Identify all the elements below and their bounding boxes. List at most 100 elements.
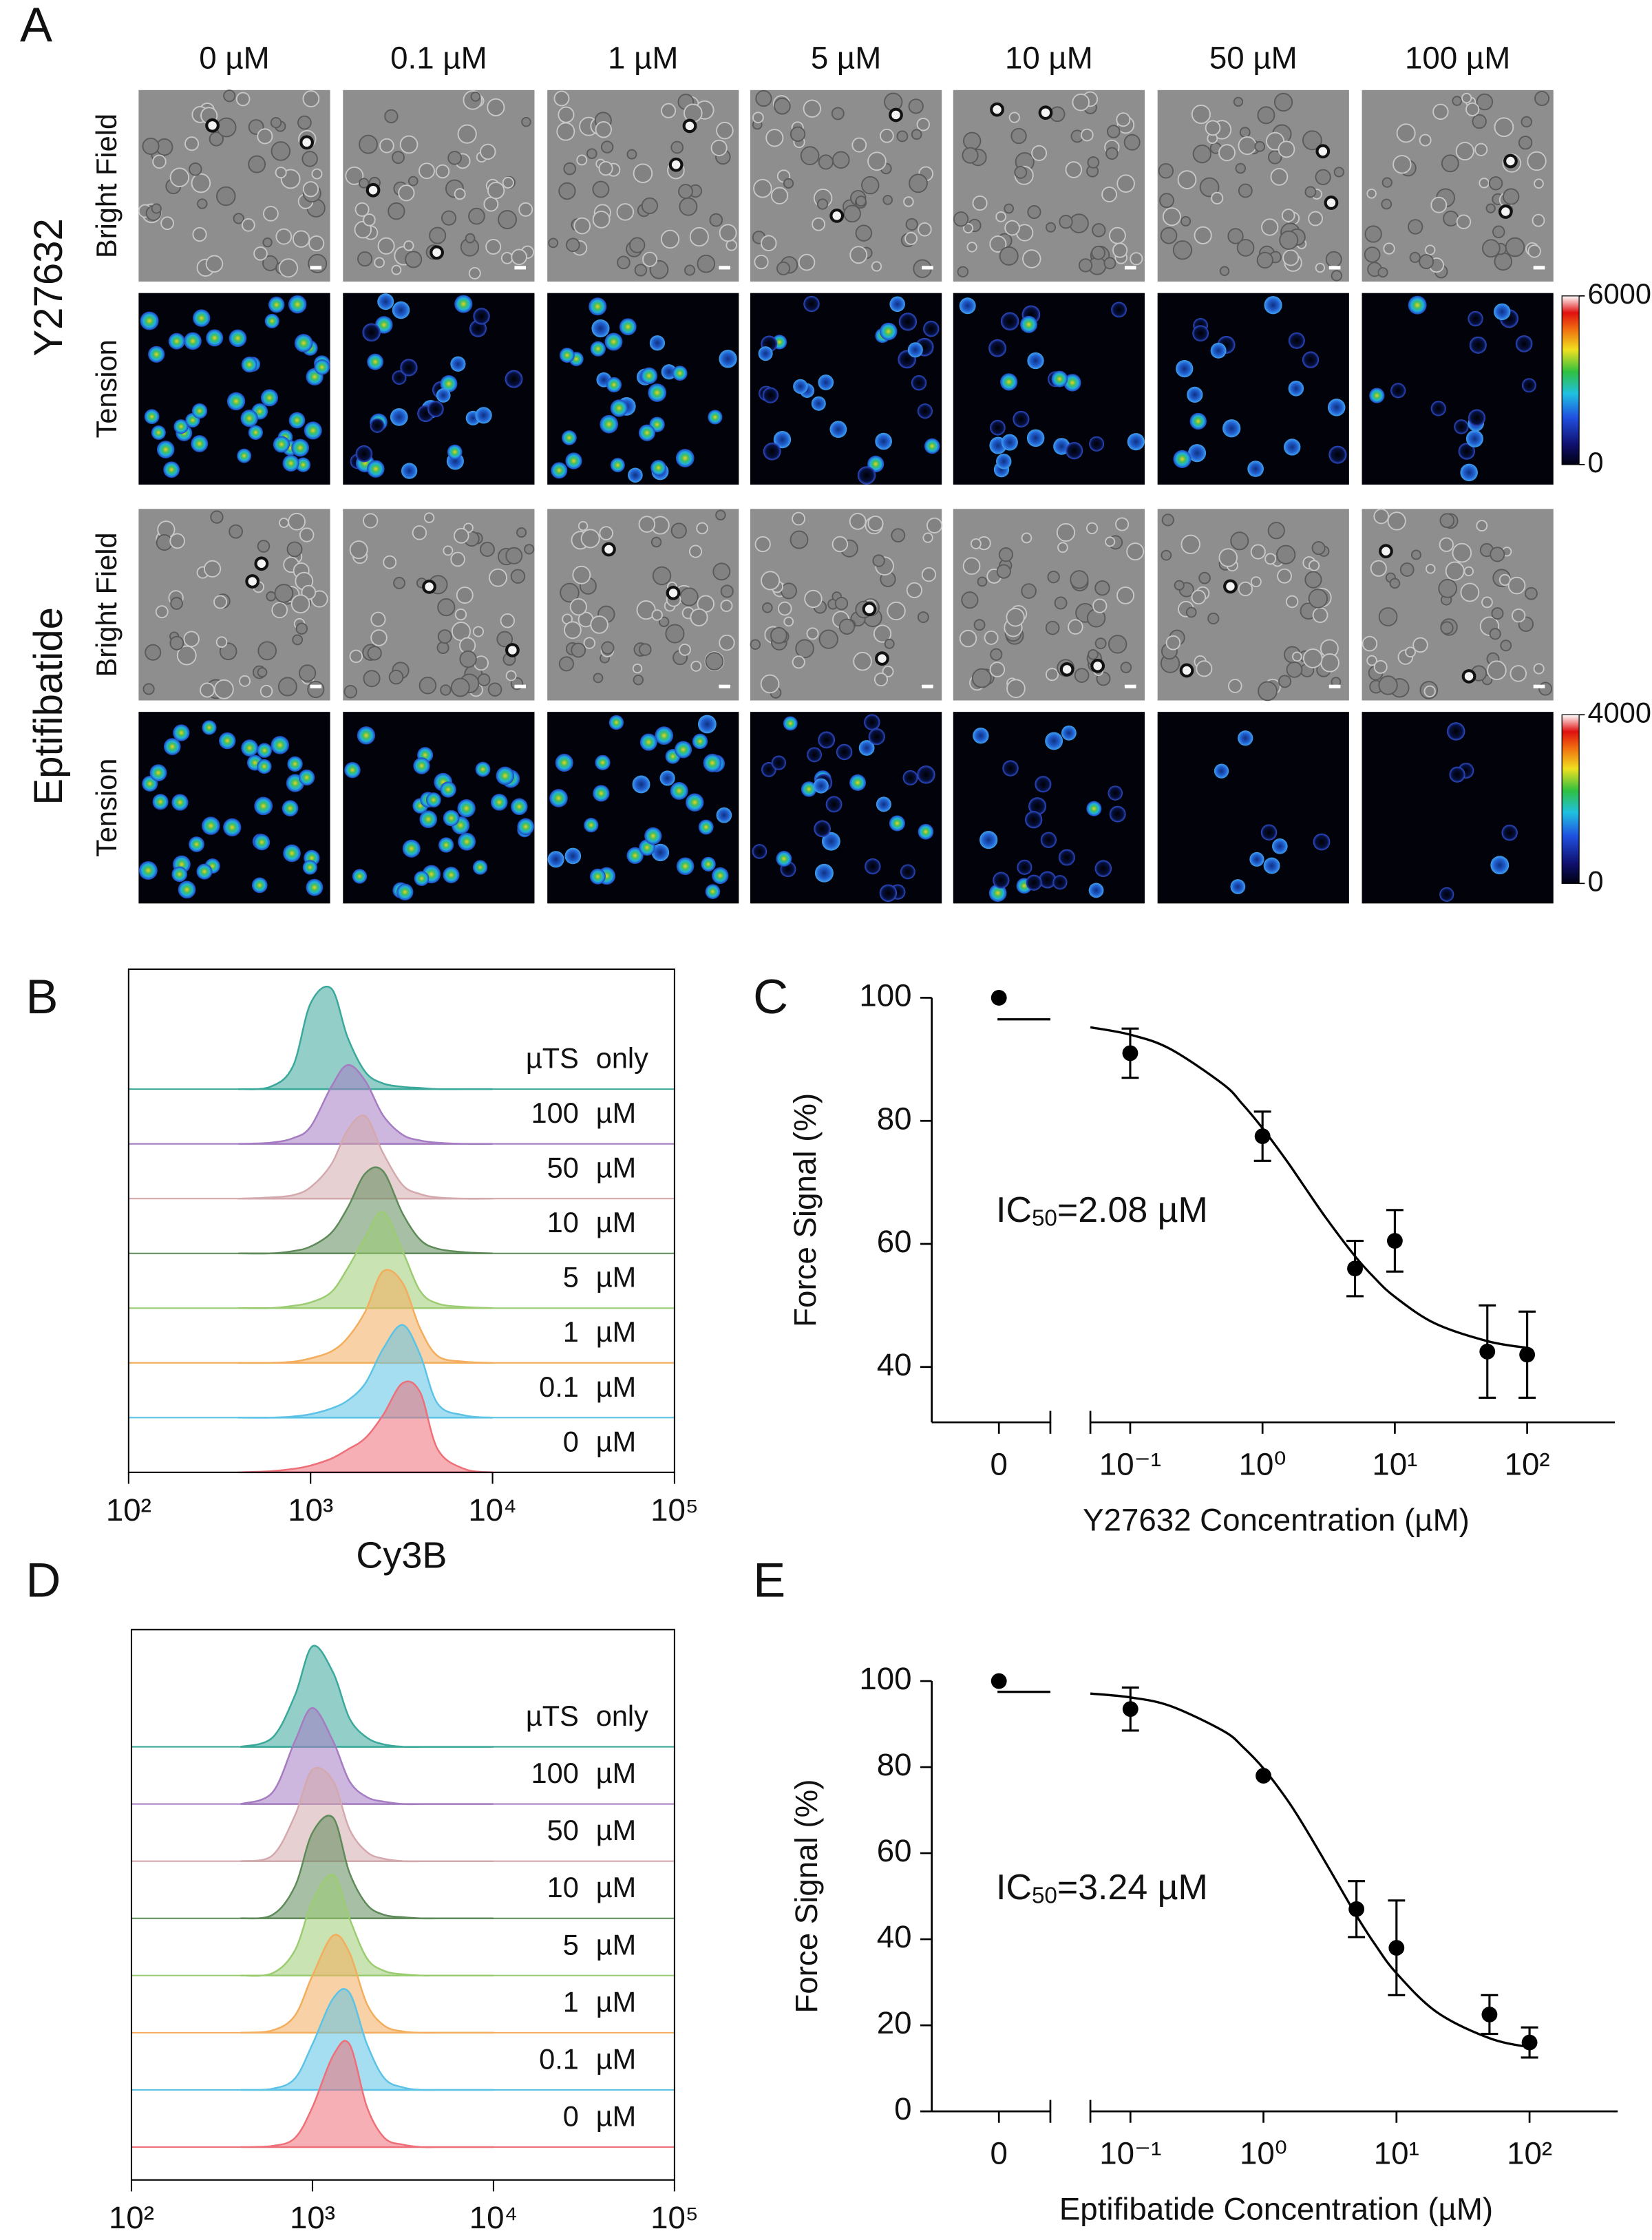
- cell-tension: [1111, 302, 1127, 318]
- cell: [1494, 252, 1513, 271]
- cell-tension: [655, 726, 674, 745]
- cell-tension: [1027, 352, 1044, 370]
- cell-tension: [1001, 434, 1018, 451]
- cell-tension: [829, 421, 847, 439]
- cell-tension: [288, 295, 307, 314]
- cell: [1461, 92, 1472, 104]
- cell: [908, 98, 924, 114]
- cell: [1490, 547, 1505, 562]
- cell-tension: [698, 715, 717, 734]
- cell: [1068, 619, 1083, 635]
- cell: [843, 204, 861, 223]
- channel-label: Bright Field: [90, 532, 123, 677]
- cell: [580, 529, 600, 549]
- cell: [262, 255, 279, 271]
- bright-cell: [245, 574, 260, 589]
- cell-tension: [264, 313, 279, 329]
- cell: [1054, 596, 1068, 610]
- cell: [806, 627, 819, 640]
- cell: [1474, 142, 1488, 156]
- cell: [659, 616, 670, 627]
- cell: [257, 128, 273, 145]
- micrograph-tension: [953, 712, 1145, 904]
- cell: [720, 584, 734, 598]
- cell: [1161, 514, 1174, 527]
- cell: [633, 674, 644, 686]
- cell: [1116, 112, 1131, 127]
- cell-tension: [237, 448, 252, 463]
- colorbar-tick-label: 6000: [1588, 277, 1651, 310]
- cell-tension: [1468, 310, 1483, 327]
- cell: [183, 631, 200, 648]
- cell: [500, 613, 515, 628]
- cell-tension: [686, 793, 704, 812]
- cell: [1364, 225, 1382, 243]
- cell: [1196, 660, 1213, 677]
- cell-tension: [491, 794, 508, 811]
- cell: [995, 211, 1007, 222]
- cell: [926, 517, 943, 533]
- cell: [1065, 161, 1083, 178]
- cell-tension: [171, 866, 188, 883]
- cell: [233, 213, 244, 224]
- x-tick-label: 0: [991, 1447, 1008, 1482]
- cell: [715, 509, 726, 520]
- cell: [1285, 595, 1299, 609]
- cell: [398, 184, 415, 202]
- cell: [242, 218, 255, 232]
- cell: [1027, 204, 1041, 220]
- cell-tension: [651, 843, 670, 862]
- ridge-label: 5: [563, 1928, 579, 1961]
- cell-tension: [457, 799, 476, 818]
- cell: [142, 137, 160, 155]
- cell: [197, 198, 208, 209]
- cell: [665, 624, 685, 644]
- bright-cell: [1090, 658, 1105, 673]
- cell-tension: [288, 412, 306, 429]
- cell-tension: [712, 867, 729, 885]
- cell: [903, 196, 914, 207]
- cell: [752, 112, 764, 124]
- cell: [804, 589, 823, 609]
- cell: [1160, 226, 1178, 244]
- cell: [403, 240, 414, 251]
- panel-letter: B: [25, 969, 58, 1024]
- micrograph-tension: [547, 293, 739, 485]
- cell-tension: [1035, 776, 1052, 793]
- cell: [437, 629, 452, 644]
- cell: [984, 630, 999, 645]
- cell: [755, 89, 772, 107]
- cell-tension: [825, 796, 843, 813]
- cell-tension: [173, 724, 190, 741]
- bright-cell: [1179, 663, 1194, 678]
- cell-tension: [865, 858, 881, 875]
- cell: [419, 677, 437, 695]
- cell: [388, 202, 405, 220]
- ridge-unit: µM: [596, 1928, 637, 1961]
- cell-tension: [773, 430, 792, 449]
- cell: [1174, 580, 1185, 591]
- cell: [1238, 581, 1253, 597]
- cell-tension: [818, 374, 834, 390]
- scale-bar: [1124, 266, 1136, 270]
- cell: [1161, 549, 1172, 561]
- bright-cell: [829, 209, 845, 223]
- cell: [1419, 254, 1434, 270]
- cell: [1282, 249, 1300, 266]
- ridge-unit: µM: [596, 1871, 637, 1903]
- cell: [487, 181, 505, 200]
- cell: [1370, 560, 1387, 577]
- cell-tension: [801, 781, 817, 797]
- cell: [776, 261, 791, 275]
- cell-tension: [1460, 463, 1478, 482]
- column-header: 5 µM: [811, 40, 881, 75]
- cell: [229, 524, 244, 539]
- micrograph-tension: [343, 712, 535, 904]
- cell: [505, 547, 523, 564]
- cell-tension: [771, 755, 786, 770]
- cell: [271, 602, 288, 619]
- cell: [1481, 239, 1501, 258]
- ridge-label: 5: [563, 1261, 579, 1293]
- cell: [1494, 117, 1514, 138]
- cell: [278, 258, 299, 278]
